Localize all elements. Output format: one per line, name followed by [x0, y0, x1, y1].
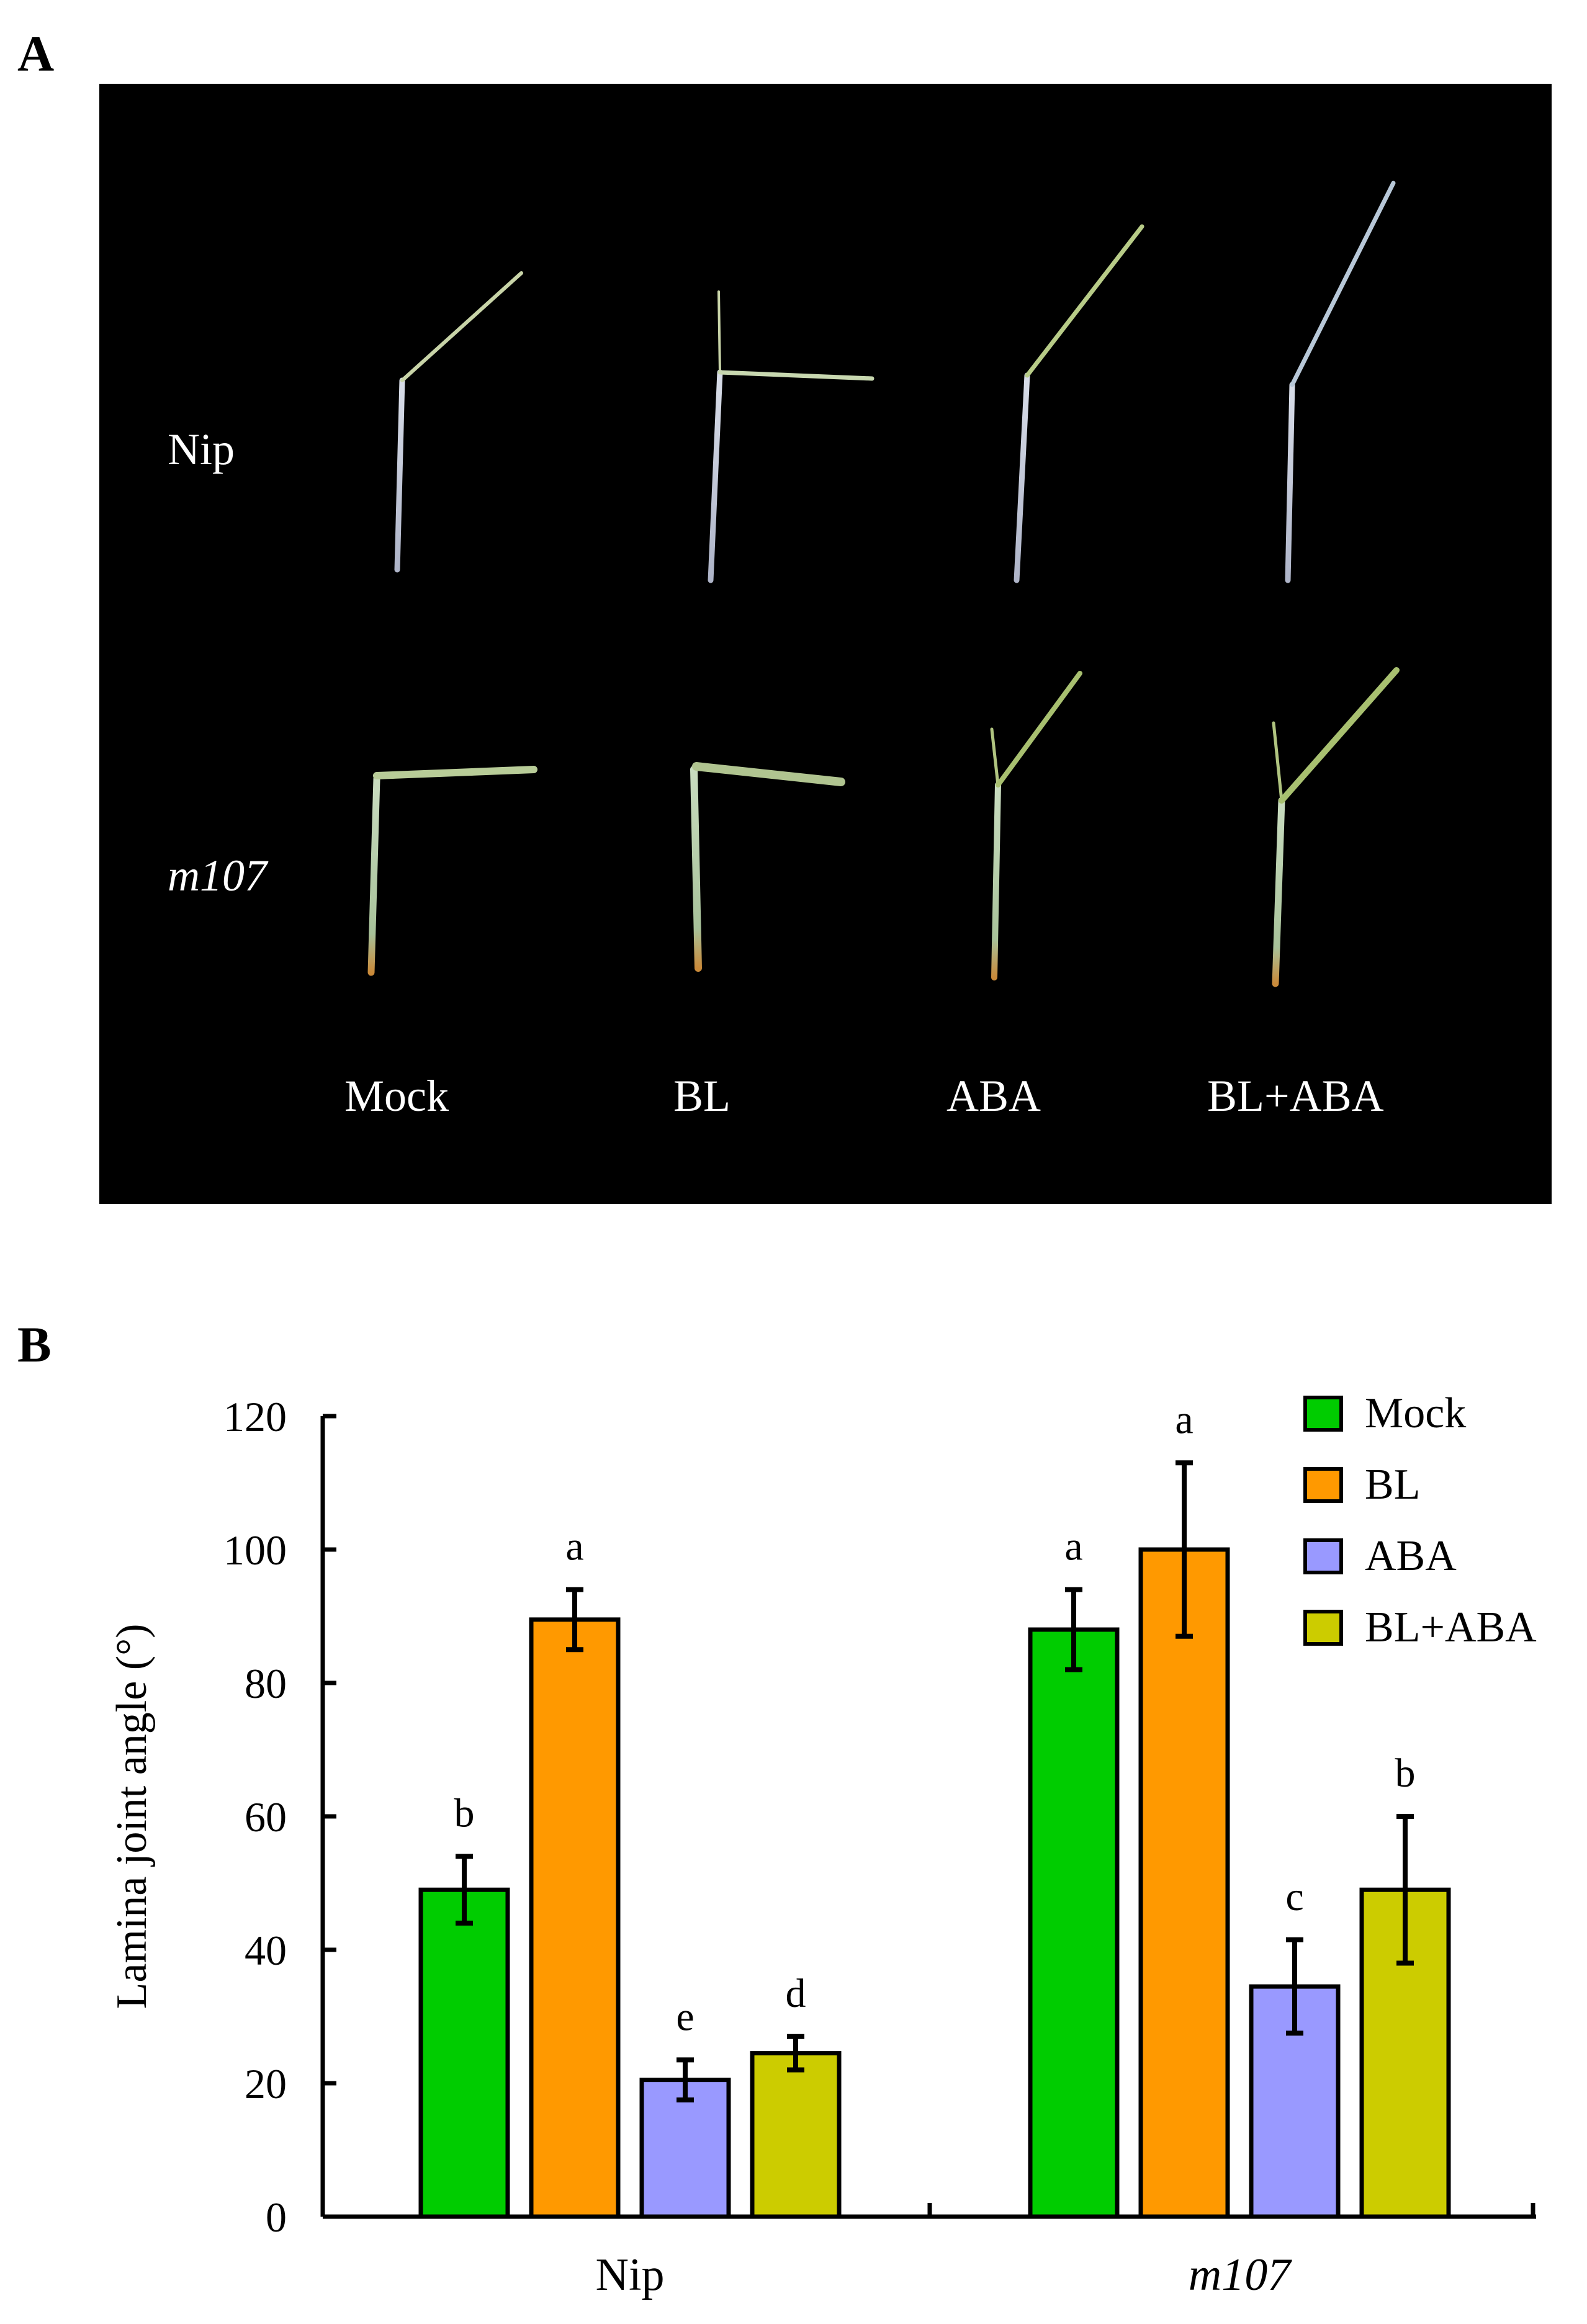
seedling-m107-mock — [367, 766, 537, 976]
lamina-angle-chart: 0 20 40 60 80 100 120 Lamina joint angle (°) b a e… — [0, 1297, 1587, 2321]
row-label-m107: m107 — [168, 851, 267, 900]
column-label-aba: ABA — [946, 1071, 1041, 1121]
significance-letter: a — [565, 1524, 583, 1569]
bar-nip-mock — [418, 1887, 510, 2219]
legend-swatch — [1303, 1538, 1343, 1574]
seedling-nip-bl — [708, 290, 874, 583]
seedling-m107-bl-aba — [1272, 667, 1400, 987]
significance-letter: a — [1064, 1524, 1082, 1569]
x-category-label: m107 — [1189, 2250, 1292, 2300]
panel-a-label: A — [17, 25, 55, 82]
y-tick-label: 60 — [245, 1793, 287, 1841]
y-tick-label: 80 — [245, 1660, 287, 1707]
significance-letter: e — [676, 1994, 694, 2039]
seedling-nip-mock — [394, 271, 523, 573]
bar-nip-bl — [529, 1617, 621, 2219]
bar-nip-bl-aba — [750, 2051, 842, 2219]
y-tick-label: 40 — [245, 1927, 287, 1974]
column-label-mock: Mock — [344, 1071, 449, 1121]
significance-letter: b — [1395, 1751, 1416, 1796]
y-axis-label: Lamina joint angle (°) — [108, 1624, 156, 2009]
bar-nip-aba — [639, 2078, 731, 2219]
row-label-nip: Nip — [168, 424, 235, 474]
legend-label: BL+ABA — [1365, 1604, 1537, 1651]
seedling-photo: Nip m107 Mock BL ABA BL+ABA — [99, 84, 1552, 1204]
y-tick-label: 100 — [223, 1527, 287, 1574]
bar-chart-svg: 0 20 40 60 80 100 120 Lamina joint angle (°) b a e… — [108, 1389, 1537, 2300]
y-tick-label: 120 — [223, 1393, 287, 1440]
significance-letter: d — [786, 1971, 806, 2016]
legend-label: BL — [1365, 1461, 1420, 1509]
seedling-nip-bl-aba — [1285, 181, 1396, 583]
legend-swatch — [1303, 1610, 1343, 1646]
seedling-m107-bl — [690, 762, 845, 972]
column-label-bl-aba: BL+ABA — [1207, 1071, 1384, 1121]
bar-m107-bl — [1138, 1547, 1230, 2219]
y-tick-label: 0 — [266, 2194, 287, 2241]
seedling-m107-aba — [990, 671, 1082, 980]
legend-swatch — [1303, 1467, 1343, 1503]
y-tick-label: 20 — [245, 2060, 287, 2107]
bar-m107-mock — [1028, 1627, 1120, 2219]
legend-label: Mock — [1365, 1389, 1466, 1437]
seedlings-illustration — [367, 181, 1400, 987]
significance-letter: b — [454, 1791, 475, 1836]
column-label-bl: BL — [673, 1071, 731, 1121]
seedling-nip-aba — [1014, 224, 1144, 583]
legend-swatch — [1303, 1396, 1343, 1432]
significance-letter: c — [1285, 1874, 1303, 1919]
legend-label: ABA — [1365, 1532, 1457, 1580]
x-category-label: Nip — [596, 2250, 665, 2300]
panel-b-label: B — [17, 1316, 52, 1373]
significance-letter: a — [1175, 1397, 1193, 1442]
